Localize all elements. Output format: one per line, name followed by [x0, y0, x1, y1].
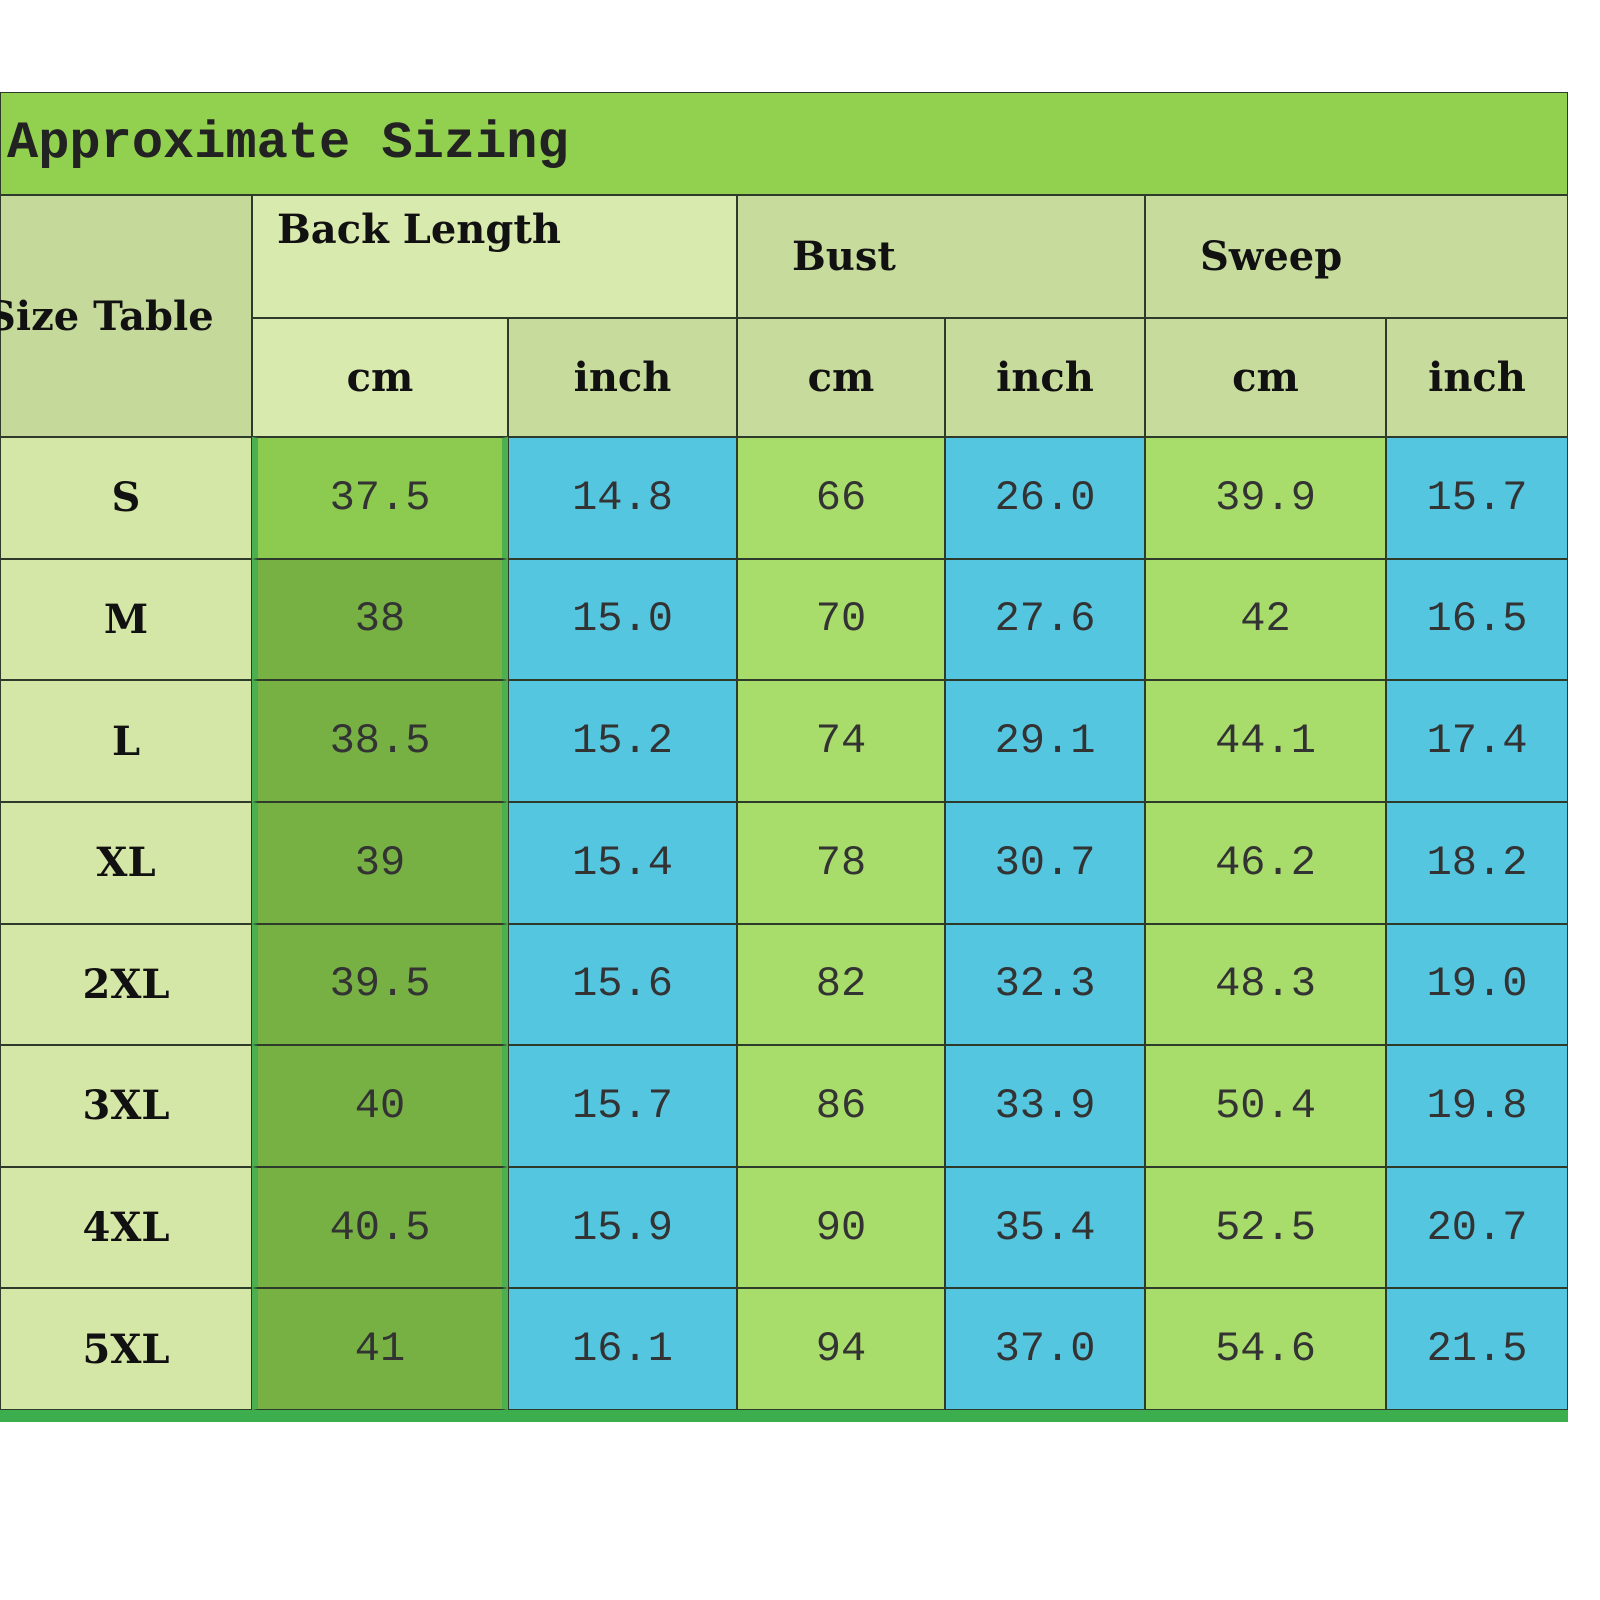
size-label: XL	[0, 801, 252, 924]
measurement: 42	[1145, 558, 1386, 681]
measurement: 21.5	[1386, 1288, 1568, 1410]
measurement: 37.0	[945, 1288, 1145, 1410]
measurement: 15.0	[508, 558, 737, 681]
measurement: 20.7	[1386, 1166, 1568, 1289]
measurement: 90	[737, 1166, 945, 1289]
table-title: Approximate Sizing	[0, 92, 1568, 195]
measurement: 26.0	[945, 437, 1145, 559]
measurement: 19.8	[1386, 1045, 1568, 1167]
measurement: 39	[252, 801, 508, 924]
measurement: 66	[737, 437, 945, 559]
unit-header: inch	[508, 318, 737, 437]
measurement: 46.2	[1145, 801, 1386, 924]
unit-header: inch	[945, 318, 1145, 437]
size-label: L	[0, 680, 252, 802]
measurement: 70	[737, 558, 945, 681]
measurement: 39.9	[1145, 437, 1386, 559]
measurement: 15.9	[508, 1166, 737, 1289]
measurement: 16.5	[1386, 558, 1568, 681]
measurement: 74	[737, 680, 945, 802]
measurement: 54.6	[1145, 1288, 1386, 1410]
measurement: 30.7	[945, 801, 1145, 924]
size-label: M	[0, 558, 252, 681]
unit-header: cm	[252, 318, 508, 437]
measurement: 32.3	[945, 923, 1145, 1046]
measurement: 15.4	[508, 801, 737, 924]
group-header: Back Length	[252, 195, 737, 318]
size-label: 2XL	[0, 923, 252, 1046]
bottom-bar	[0, 1410, 1568, 1422]
measurement: 44.1	[1145, 680, 1386, 802]
group-header: Sweep	[1145, 195, 1568, 318]
measurement: 40.5	[252, 1166, 508, 1289]
measurement: 18.2	[1386, 801, 1568, 924]
measurement: 48.3	[1145, 923, 1386, 1046]
measurement: 29.1	[945, 680, 1145, 802]
measurement: 15.7	[1386, 437, 1568, 559]
corner-header: Size Table	[0, 195, 252, 437]
measurement: 17.4	[1386, 680, 1568, 802]
measurement: 40	[252, 1045, 508, 1167]
measurement: 38	[252, 558, 508, 681]
measurement: 15.2	[508, 680, 737, 802]
unit-header: cm	[737, 318, 945, 437]
measurement: 16.1	[508, 1288, 737, 1410]
measurement: 27.6	[945, 558, 1145, 681]
measurement: 38.5	[252, 680, 508, 802]
measurement: 82	[737, 923, 945, 1046]
group-header: Bust	[737, 195, 1145, 318]
measurement: 19.0	[1386, 923, 1568, 1046]
measurement: 86	[737, 1045, 945, 1167]
measurement: 37.5	[252, 437, 508, 559]
measurement: 50.4	[1145, 1045, 1386, 1167]
measurement: 35.4	[945, 1166, 1145, 1289]
size-label: 4XL	[0, 1166, 252, 1289]
measurement: 33.9	[945, 1045, 1145, 1167]
unit-header: cm	[1145, 318, 1386, 437]
unit-header: inch	[1386, 318, 1568, 437]
measurement: 78	[737, 801, 945, 924]
measurement: 15.7	[508, 1045, 737, 1167]
measurement: 14.8	[508, 437, 737, 559]
size-label: S	[0, 437, 252, 559]
measurement: 52.5	[1145, 1166, 1386, 1289]
measurement: 39.5	[252, 923, 508, 1046]
size-label: 3XL	[0, 1045, 252, 1167]
measurement: 94	[737, 1288, 945, 1410]
measurement: 15.6	[508, 923, 737, 1046]
measurement: 41	[252, 1288, 508, 1410]
size-label: 5XL	[0, 1288, 252, 1410]
